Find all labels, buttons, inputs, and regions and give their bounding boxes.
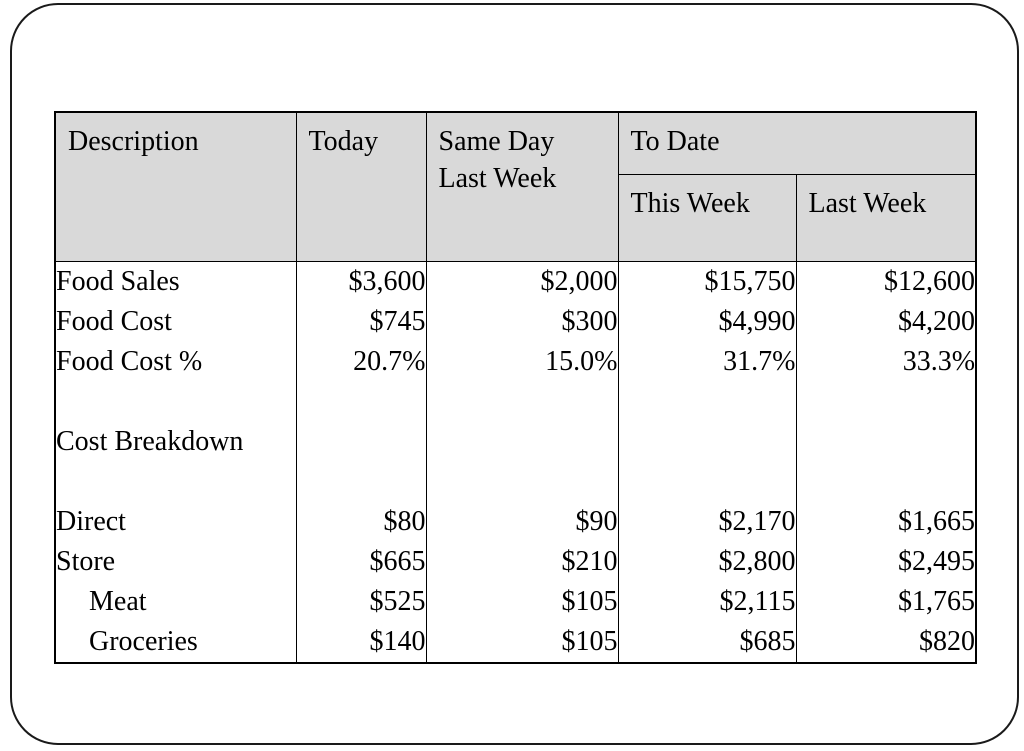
row-label-cell: Store [54,541,297,582]
today-cell: $3,600 [295,261,427,302]
same-day-last-week-cell: $105 [425,581,619,622]
last-week-cell: 33.3% [795,341,977,382]
today-cell [295,461,427,502]
table-row: Food Sales $3,600 $2,000 $15,750 $12,600 [54,261,977,302]
this-week-cell: $2,170 [617,501,797,542]
this-week-cell: $2,800 [617,541,797,582]
today-cell: $80 [295,501,427,542]
last-week-cell: $1,665 [795,501,977,542]
sales-report-table: Description Today Same Day Last Week To … [54,111,978,664]
row-label-cell: Food Cost [54,301,297,342]
table-row: Store $665 $210 $2,800 $2,495 [54,541,977,582]
table-row: Groceries $140 $105 $685 $820 [54,621,977,663]
table-row [54,381,977,422]
today-cell: $140 [295,621,427,663]
today-cell: 20.7% [295,341,427,382]
same-day-last-week-cell: $300 [425,301,619,342]
same-day-last-week-cell [425,381,619,422]
today-cell: $525 [295,581,427,622]
this-week-cell: $4,990 [617,301,797,342]
same-day-last-week-cell: $210 [425,541,619,582]
col-header-this-week: This Week [617,173,797,262]
same-day-last-week-cell [425,421,619,462]
slide-frame: Description Today Same Day Last Week To … [10,3,1019,745]
row-label-cell: Food Sales [54,261,297,302]
table-body: Food Sales $3,600 $2,000 $15,750 $12,600 Food… [54,261,977,663]
col-header-same-day-last-week: Same Day Last Week [425,111,619,262]
this-week-cell [617,381,797,422]
today-cell: $745 [295,301,427,342]
same-day-last-week-cell: 15.0% [425,341,619,382]
header-row-top: Description Today Same Day Last Week To … [54,111,977,262]
row-label-cell: Food Cost % [54,341,297,382]
same-day-last-week-cell: $90 [425,501,619,542]
last-week-cell: $1,765 [795,581,977,622]
row-label-cell: Groceries [54,621,297,663]
this-week-cell [617,421,797,462]
table-row: Food Cost $745 $300 $4,990 $4,200 [54,301,977,342]
table-row [54,461,977,502]
today-cell [295,421,427,462]
this-week-cell [617,461,797,502]
row-label-cell [54,461,297,502]
col-header-last-week: Last Week [795,173,977,262]
same-day-last-week-cell [425,461,619,502]
last-week-cell [795,421,977,462]
table-row: Meat $525 $105 $2,115 $1,765 [54,581,977,622]
today-cell [295,381,427,422]
last-week-cell [795,461,977,502]
col-header-today: Today [295,111,427,262]
same-day-last-week-cell: $105 [425,621,619,663]
last-week-cell [795,381,977,422]
today-cell: $665 [295,541,427,582]
col-header-description: Description [54,111,297,262]
row-label-cell: Cost Breakdown [54,421,297,462]
row-label-cell: Meat [54,581,297,622]
table-row: Cost Breakdown [54,421,977,462]
this-week-cell: $685 [617,621,797,663]
last-week-cell: $4,200 [795,301,977,342]
last-week-cell: $2,495 [795,541,977,582]
last-week-cell: $12,600 [795,261,977,302]
this-week-cell: 31.7% [617,341,797,382]
row-label-cell: Direct [54,501,297,542]
table-row: Food Cost % 20.7% 15.0% 31.7% 33.3% [54,341,977,382]
header-row-sub: This Week Last Week [55,173,977,262]
this-week-cell: $2,115 [617,581,797,622]
this-week-cell: $15,750 [617,261,797,302]
col-header-to-date: To Date [617,111,977,175]
same-day-last-week-cell: $2,000 [425,261,619,302]
table-row: Direct $80 $90 $2,170 $1,665 [54,501,977,542]
row-label-cell [54,381,297,422]
last-week-cell: $820 [795,621,977,663]
